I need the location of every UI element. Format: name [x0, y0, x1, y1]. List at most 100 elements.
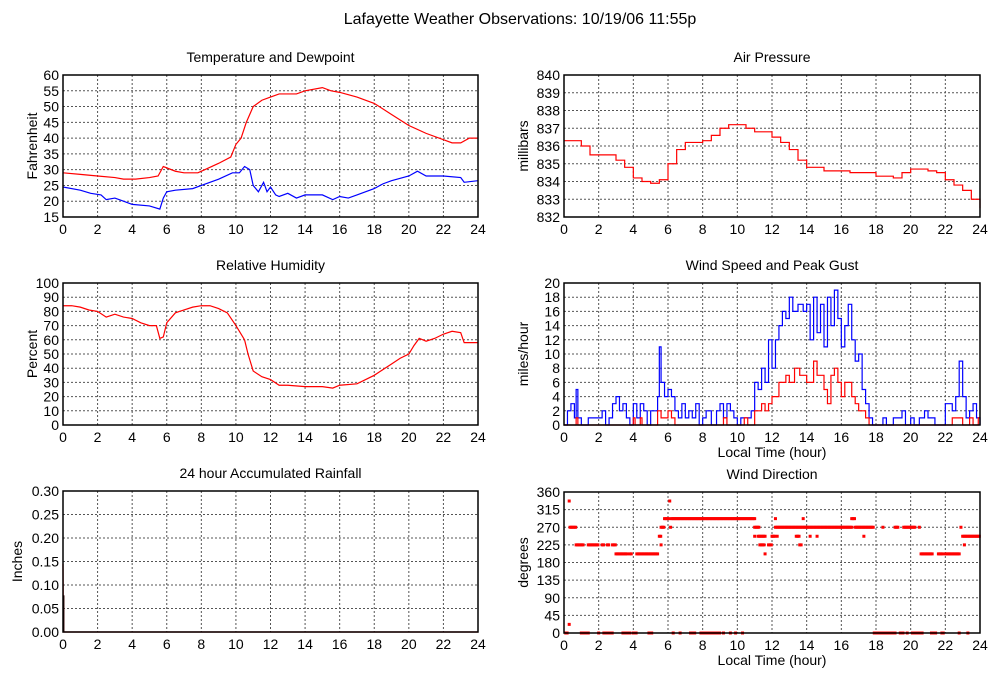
x-tick-label: 10: [228, 636, 244, 652]
x-tick-label: 2: [94, 636, 102, 652]
direction-point: [753, 517, 757, 521]
direction-point: [574, 525, 578, 529]
x-tick-label: 10: [730, 221, 746, 237]
y-tick-label: 4: [552, 389, 560, 405]
y-tick-label: 360: [537, 484, 561, 500]
direction-point: [567, 622, 571, 626]
y-tick-label: 135: [537, 572, 561, 588]
y-tick-label: 8: [552, 360, 560, 376]
x-tick-label: 20: [903, 637, 919, 653]
direction-point: [763, 534, 767, 538]
x-tick-label: 24: [972, 429, 988, 445]
direction-point: [659, 534, 663, 538]
y-tick-label: 80: [43, 303, 59, 319]
rainfall-series: [62, 563, 478, 633]
direction-point: [797, 534, 801, 538]
y-tick-label: 50: [43, 346, 59, 362]
direction-point: [850, 525, 854, 529]
direction-point: [763, 552, 767, 556]
x-tick-label: 14: [799, 429, 815, 445]
y-tick-label: 836: [537, 138, 561, 154]
direction-point: [668, 499, 672, 503]
y-tick-label: 0.10: [32, 577, 59, 593]
x-tick-label: 22: [436, 221, 452, 237]
plot-frame: [563, 74, 981, 218]
direction-point: [815, 534, 819, 538]
x-tick-label: 2: [595, 221, 603, 237]
y-tick-label: 2: [552, 403, 560, 419]
x-tick-label: 14: [297, 221, 313, 237]
direction-point: [769, 543, 773, 547]
x-tick-label: 22: [436, 636, 452, 652]
y-tick-label: 25: [43, 177, 59, 193]
y-tick-label: 833: [537, 191, 561, 207]
x-tick-label: 6: [664, 637, 672, 653]
x-tick-label: 12: [764, 637, 780, 653]
y-tick-label: 315: [537, 502, 561, 518]
plot-frame: [563, 491, 981, 634]
x-tick-label: 4: [128, 221, 136, 237]
peak-gust-series: [564, 289, 981, 426]
x-tick-label: 6: [163, 636, 171, 652]
direction-point: [659, 543, 663, 547]
x-tick-label: 10: [228, 429, 244, 445]
panel-title: 24 hour Accumulated Rainfall: [179, 465, 361, 481]
direction-point: [881, 525, 885, 529]
x-tick-label: 6: [163, 429, 171, 445]
direction-point: [871, 525, 875, 529]
relative-humidity-series: [63, 305, 478, 389]
x-tick-label: 14: [297, 429, 313, 445]
y-tick-label: 90: [544, 590, 560, 606]
dewpoint-series: [62, 165, 479, 210]
x-tick-label: 18: [366, 429, 382, 445]
y-tick-label: 835: [537, 156, 561, 172]
y-tick-label: 50: [43, 99, 59, 115]
x-tick-label: 0: [560, 221, 568, 237]
x-tick-label: 18: [868, 637, 884, 653]
x-tick-label: 0: [59, 221, 67, 237]
x-tick-label: 14: [799, 221, 815, 237]
x-tick-label: 6: [664, 221, 672, 237]
pressure-series: [564, 124, 981, 209]
y-tick-label: 40: [43, 360, 59, 376]
direction-point: [625, 552, 629, 556]
y-tick-label: 20: [43, 193, 59, 209]
direction-point: [567, 499, 571, 503]
direction-point: [808, 534, 812, 538]
y-tick-label: 12: [544, 332, 560, 348]
direction-point: [757, 525, 761, 529]
y-tick-label: 6: [552, 374, 560, 390]
x-tick-label: 24: [470, 429, 486, 445]
direction-point: [930, 552, 934, 556]
x-tick-label: 20: [401, 429, 417, 445]
panel-title: Wind Direction: [726, 466, 817, 482]
x-tick-label: 4: [629, 429, 637, 445]
direction-point: [801, 517, 805, 521]
y-axis-label: millibars: [515, 120, 531, 171]
x-tick-label: 22: [938, 637, 954, 653]
x-tick-label: 2: [94, 429, 102, 445]
x-tick-label: 18: [868, 429, 884, 445]
x-tick-label: 20: [903, 221, 919, 237]
x-tick-label: 4: [629, 637, 637, 653]
pressure-panel: Air Pressure8328338348358368378388398400…: [515, 49, 988, 237]
y-tick-label: 0.25: [32, 507, 59, 523]
y-tick-label: 14: [544, 318, 560, 334]
wind-direction-series: [564, 499, 981, 635]
x-tick-label: 22: [938, 221, 954, 237]
y-tick-label: 20: [43, 389, 59, 405]
direction-point: [667, 517, 671, 521]
y-tick-label: 225: [537, 537, 561, 553]
x-tick-label: 0: [560, 637, 568, 653]
x-tick-label: 18: [366, 636, 382, 652]
x-tick-label: 16: [834, 221, 850, 237]
direction-point: [662, 525, 666, 529]
x-tick-label: 12: [263, 221, 279, 237]
x-tick-label: 16: [332, 221, 348, 237]
x-tick-label: 2: [595, 637, 603, 653]
y-tick-label: 0.20: [32, 530, 59, 546]
rh-panel: Relative Humidity01020304050607080901000…: [24, 257, 486, 445]
direction-point: [917, 525, 921, 529]
y-tick-label: 832: [537, 209, 561, 225]
